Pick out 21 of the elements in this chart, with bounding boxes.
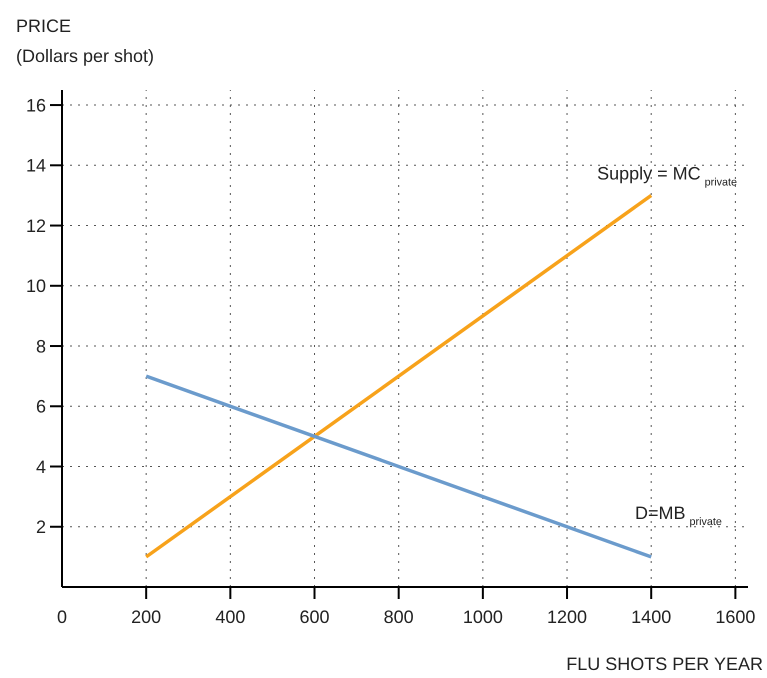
- x-tick-label: 1000: [462, 607, 503, 627]
- series-label: D=MB$_{private}$: [634, 502, 722, 528]
- y-tick-label: 2: [36, 517, 46, 538]
- x-tick-label: 1200: [547, 607, 588, 627]
- x-axis-title: FLU SHOTS PER YEAR: [566, 654, 763, 674]
- x-tick-label: 1600: [715, 607, 756, 627]
- x-tick-label: 600: [299, 607, 330, 627]
- x-tick-label: 800: [384, 607, 414, 627]
- y-tick-label: 14: [26, 156, 46, 176]
- y-tick-label: 10: [26, 276, 46, 296]
- y-tick-label: 8: [36, 336, 46, 356]
- y-tick-label: 6: [36, 396, 46, 417]
- x-tick-label: 0: [56, 607, 68, 627]
- y-tick-label: 16: [26, 95, 46, 116]
- y-axis-title: PRICE (Dollars per shot): [16, 16, 154, 66]
- x-tick-label: 400: [215, 607, 246, 627]
- series-label: Supply = MC$_{private}$: [597, 163, 738, 188]
- x-tick-label: 200: [131, 607, 162, 627]
- y-tick-label: 4: [36, 456, 46, 477]
- x-tick-label: 1400: [631, 607, 672, 627]
- y-tick-label: 12: [26, 216, 46, 236]
